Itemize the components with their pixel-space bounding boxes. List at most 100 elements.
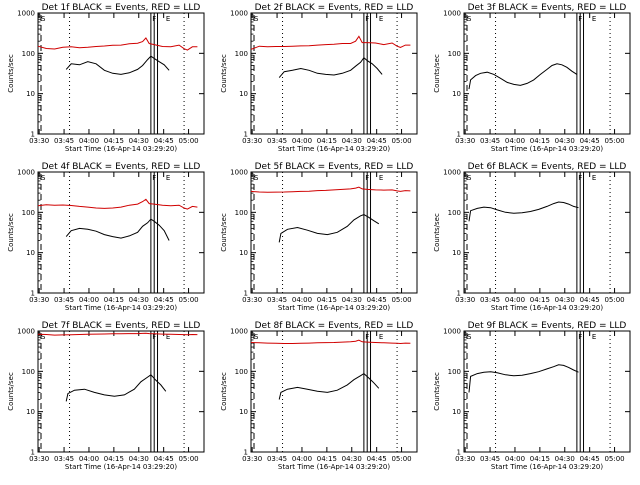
x-tick-label: 04:00 (79, 137, 99, 145)
x-axis-label: Start Time (16-Apr-14 03:29:20) (278, 304, 390, 312)
y-axis-label: Counts/sec (433, 213, 441, 252)
y-tick-label: 100 (448, 368, 461, 376)
y-tick-label: 100 (235, 50, 248, 58)
x-tick-label: 04:00 (505, 137, 525, 145)
x-tick-label: 04:00 (505, 296, 525, 304)
panel-5: Det 5f BLACK = Events, RED = LLD 1 10 100 10… (220, 162, 418, 312)
x-tick-label: 03:30 (455, 455, 475, 463)
x-tick-label: 03:45 (54, 137, 74, 145)
panel-9: Det 9f BLACK = Events, RED = LLD 1 10 100 10… (433, 321, 631, 471)
x-tick-label: 04:30 (129, 137, 149, 145)
x-tick-label: 04:15 (530, 296, 550, 304)
x-tick-label: 04:15 (104, 455, 124, 463)
panel-title: Det 3f BLACK = Events, RED = LLD (468, 3, 627, 13)
flag-label-e: E (379, 15, 383, 23)
panel-8: Det 8f BLACK = Events, RED = LLD 1 10 100 10… (220, 321, 418, 471)
series-events (468, 63, 578, 90)
flag-label-f: F (578, 15, 582, 23)
flag-label-e: E (379, 174, 383, 182)
flag-label-s: S (41, 333, 46, 341)
x-tick-label: 04:15 (317, 137, 337, 145)
x-tick-label: 05:00 (604, 137, 624, 145)
x-tick-label: 04:30 (129, 455, 149, 463)
panel-title: Det 8f BLACK = Events, RED = LLD (255, 321, 414, 331)
series-events (468, 364, 579, 393)
y-axis-label: Counts/sec (220, 54, 228, 93)
flag-label-f: F (578, 174, 582, 182)
y-axis-label: Counts/sec (7, 54, 15, 93)
panel-1: Det 1f BLACK = Events, RED = LLD 1 10 100 10… (7, 3, 205, 153)
x-tick-label: 03:30 (29, 296, 49, 304)
flag-label-s: S (41, 174, 46, 182)
x-axis-label: Start Time (16-Apr-14 03:29:20) (65, 304, 177, 312)
y-tick-label: 10 (452, 249, 461, 257)
y-tick-label: 10 (26, 408, 35, 416)
y-tick-label: 1 (457, 449, 461, 457)
x-tick-label: 05:00 (178, 137, 198, 145)
x-tick-label: 05:00 (391, 296, 411, 304)
flag-label-s: S (467, 174, 472, 182)
series-events (65, 55, 170, 75)
x-tick-label: 03:45 (267, 455, 287, 463)
series-events (278, 56, 383, 78)
flag-label-s: S (41, 15, 46, 23)
y-tick-label: 1000 (17, 10, 35, 18)
panel-title: Det 5f BLACK = Events, RED = LLD (255, 162, 414, 172)
y-tick-label: 1 (31, 131, 35, 139)
y-tick-label: 10 (452, 408, 461, 416)
y-tick-label: 1000 (443, 328, 461, 336)
series-events (278, 372, 380, 400)
x-tick-label: 04:30 (129, 296, 149, 304)
x-tick-label: 04:00 (505, 455, 525, 463)
x-tick-label: 03:30 (29, 137, 49, 145)
x-tick-label: 05:00 (604, 296, 624, 304)
x-tick-label: 05:00 (391, 455, 411, 463)
panel-title: Det 9f BLACK = Events, RED = LLD (468, 321, 627, 331)
x-tick-label: 04:15 (317, 296, 337, 304)
x-axis-label: Start Time (16-Apr-14 03:29:20) (491, 145, 603, 153)
flag-label-f: F (578, 333, 582, 341)
y-axis-label: Counts/sec (433, 54, 441, 93)
panel-7: Det 7f BLACK = Events, RED = LLD 1 10 100 10… (7, 321, 205, 471)
y-tick-label: 1000 (443, 169, 461, 177)
flag-label-e: E (166, 333, 170, 341)
x-tick-label: 03:30 (455, 296, 475, 304)
series-events (278, 214, 380, 243)
x-axis-label: Start Time (16-Apr-14 03:29:20) (491, 304, 603, 312)
y-tick-label: 10 (239, 408, 248, 416)
y-tick-label: 1000 (230, 10, 248, 18)
x-tick-label: 04:45 (154, 296, 174, 304)
y-tick-label: 1000 (230, 328, 248, 336)
series-lld (37, 37, 198, 51)
x-tick-label: 04:45 (154, 137, 174, 145)
panel-6: Det 6f BLACK = Events, RED = LLD 1 10 100 10… (433, 162, 631, 312)
x-tick-label: 05:00 (178, 455, 198, 463)
x-tick-label: 04:00 (79, 296, 99, 304)
y-tick-label: 10 (239, 249, 248, 257)
x-tick-label: 04:00 (292, 455, 312, 463)
plot-frame (250, 12, 418, 135)
y-tick-label: 1 (244, 290, 248, 298)
x-tick-label: 03:30 (242, 455, 262, 463)
flag-label-e: E (166, 174, 170, 182)
x-tick-label: 04:15 (104, 296, 124, 304)
y-tick-label: 1 (31, 290, 35, 298)
x-tick-label: 03:45 (54, 296, 74, 304)
y-tick-label: 100 (22, 50, 35, 58)
y-tick-label: 100 (448, 209, 461, 217)
x-tick-label: 03:30 (242, 137, 262, 145)
y-tick-label: 10 (26, 90, 35, 98)
y-tick-label: 100 (448, 50, 461, 58)
series-lld (37, 198, 198, 210)
x-tick-label: 03:45 (480, 137, 500, 145)
panel-title: Det 4f BLACK = Events, RED = LLD (42, 162, 201, 172)
x-axis-label: Start Time (16-Apr-14 03:29:20) (65, 145, 177, 153)
y-axis-label: Counts/sec (433, 372, 441, 411)
y-tick-label: 1 (457, 131, 461, 139)
plot-frame (37, 171, 205, 294)
x-tick-label: 03:45 (480, 455, 500, 463)
plot-frame (250, 330, 418, 453)
y-tick-label: 1 (457, 290, 461, 298)
x-tick-label: 04:30 (555, 296, 575, 304)
